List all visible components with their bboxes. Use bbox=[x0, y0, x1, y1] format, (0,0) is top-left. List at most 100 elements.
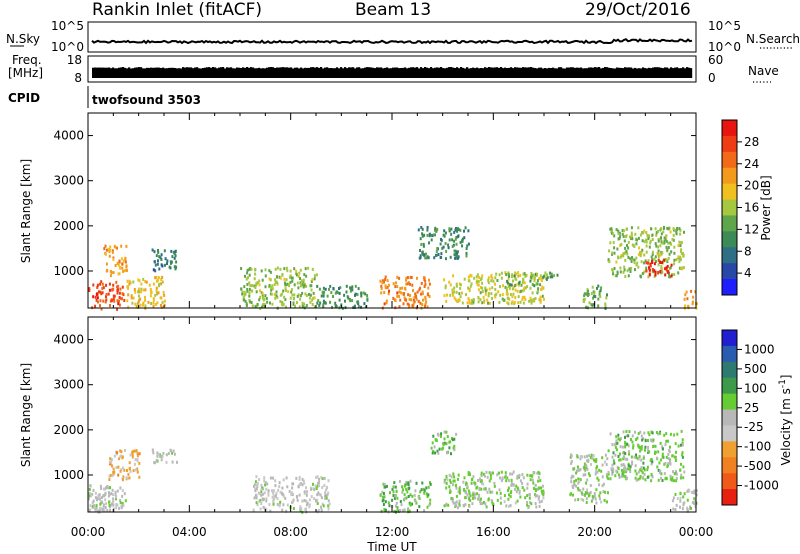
power-cell-6 bbox=[386, 285, 389, 289]
velocity-cell-7 bbox=[537, 475, 540, 479]
freq-sample bbox=[378, 67, 381, 78]
velocity-cell-7 bbox=[498, 488, 501, 492]
velocity-cell-0 bbox=[89, 484, 92, 488]
power-cell-9 bbox=[514, 284, 517, 287]
freq-sample bbox=[576, 67, 579, 78]
power-cell-12 bbox=[667, 270, 670, 274]
velocity-cell-7 bbox=[509, 472, 512, 476]
velocity-cell-9 bbox=[669, 460, 672, 464]
velocity-cell-1 bbox=[104, 498, 107, 502]
power-cell-8 bbox=[516, 289, 519, 293]
velocity-cell-7 bbox=[483, 487, 486, 491]
velocity-cell-5 bbox=[398, 480, 401, 483]
power-cell-8 bbox=[507, 282, 510, 286]
power-cell-2 bbox=[156, 301, 159, 305]
power-cell-0 bbox=[102, 299, 105, 303]
velocity-cell-4 bbox=[298, 477, 301, 481]
power-cell-11 bbox=[679, 267, 682, 271]
power-cell-7 bbox=[428, 241, 430, 245]
velocity-cell-5 bbox=[408, 486, 411, 490]
power-cell-7 bbox=[426, 225, 429, 229]
velocity-cell-7 bbox=[449, 478, 452, 482]
power-cell-4 bbox=[274, 296, 277, 300]
velocity-cell-7 bbox=[524, 496, 527, 500]
velocity-cbar-tick-label-1: 500 bbox=[744, 362, 767, 376]
power-cell-11 bbox=[681, 267, 684, 271]
power-cell-8 bbox=[469, 273, 472, 277]
power-cell-0 bbox=[115, 280, 118, 284]
power-cell-11 bbox=[669, 230, 672, 234]
velocity-cell-5 bbox=[407, 481, 410, 485]
power-cell-0 bbox=[94, 304, 97, 308]
cpid-panel: CPID twofsound 3503 bbox=[8, 86, 201, 108]
power-cell-4 bbox=[285, 305, 287, 309]
power-cell-4 bbox=[266, 300, 269, 304]
velocity-cell-4 bbox=[281, 508, 284, 512]
velocity-cell-4 bbox=[317, 508, 320, 512]
velocity-cell-7 bbox=[455, 500, 458, 504]
power-cell-10 bbox=[588, 301, 591, 305]
power-cell-4 bbox=[305, 274, 308, 278]
velocity-cell-8 bbox=[570, 460, 573, 463]
power-cell-8 bbox=[461, 291, 463, 295]
velocity-colorbar-band-1 bbox=[722, 345, 737, 363]
freq-sample bbox=[424, 67, 427, 78]
power-cell-7 bbox=[439, 242, 442, 246]
power-cell-8 bbox=[481, 274, 484, 278]
power-cell-11 bbox=[669, 266, 672, 270]
power-cell-7 bbox=[433, 256, 436, 260]
power-cell-10 bbox=[594, 295, 597, 299]
velocity-cell-6 bbox=[445, 442, 448, 446]
velocity-cell-7 bbox=[458, 502, 461, 506]
power-cell-6 bbox=[420, 292, 422, 296]
velocity-cell-9 bbox=[624, 443, 627, 447]
freq-sample bbox=[212, 67, 215, 78]
power-cell-11 bbox=[636, 261, 639, 265]
power-cell-8 bbox=[458, 299, 461, 302]
velocity-cell-9 bbox=[679, 476, 682, 480]
power-cell-7 bbox=[440, 237, 442, 241]
velocity-cell-0 bbox=[115, 495, 118, 499]
power-cell-8 bbox=[487, 294, 490, 298]
power-cell-4 bbox=[308, 292, 310, 296]
power-cell-4 bbox=[254, 267, 257, 271]
power-cell-0 bbox=[97, 290, 100, 294]
velocity-colorbar-label: Velocity [m s-1] bbox=[778, 375, 793, 466]
power-cell-11 bbox=[619, 255, 622, 259]
velocity-cell-7 bbox=[489, 476, 492, 480]
power-cell-8 bbox=[504, 271, 507, 275]
power-cell-8 bbox=[529, 286, 532, 290]
power-cell-4 bbox=[264, 285, 267, 289]
velocity-cell-8 bbox=[598, 483, 601, 487]
velocity-cell-7 bbox=[518, 489, 521, 493]
power-cell-11 bbox=[608, 260, 611, 264]
velocity-cell-9 bbox=[661, 445, 664, 449]
velocity-cell-7 bbox=[517, 487, 520, 491]
velocity-cell-7 bbox=[467, 471, 470, 475]
velocity-cell-5 bbox=[415, 481, 418, 485]
velocity-cell-7 bbox=[504, 475, 507, 479]
power-cell-12 bbox=[657, 270, 660, 274]
power-cell-11 bbox=[663, 241, 666, 245]
velocity-cell-4 bbox=[319, 505, 322, 509]
velocity-cell-4 bbox=[301, 483, 304, 487]
power-cell-4 bbox=[310, 284, 313, 288]
velocity-cell-5 bbox=[423, 489, 426, 493]
velocity-cell-5 bbox=[382, 498, 385, 502]
velocity-cell-5 bbox=[394, 494, 397, 498]
power-cell-8 bbox=[538, 277, 541, 280]
power-cell-6 bbox=[381, 279, 384, 283]
power-cell-11 bbox=[643, 261, 646, 265]
velocity-cell-6 bbox=[446, 435, 449, 438]
power-cell-11 bbox=[650, 255, 653, 259]
velocity-cell-7 bbox=[514, 487, 517, 491]
power-cell-6 bbox=[394, 299, 397, 302]
power-cell-0 bbox=[118, 303, 121, 307]
power-cell-0 bbox=[96, 283, 99, 287]
power-cell-11 bbox=[633, 258, 636, 262]
power-cell-1 bbox=[105, 248, 108, 252]
velocity-cell-7 bbox=[516, 474, 519, 478]
power-cell-7 bbox=[448, 238, 451, 242]
power-cell-11 bbox=[609, 227, 612, 231]
power-cell-4 bbox=[313, 305, 316, 309]
